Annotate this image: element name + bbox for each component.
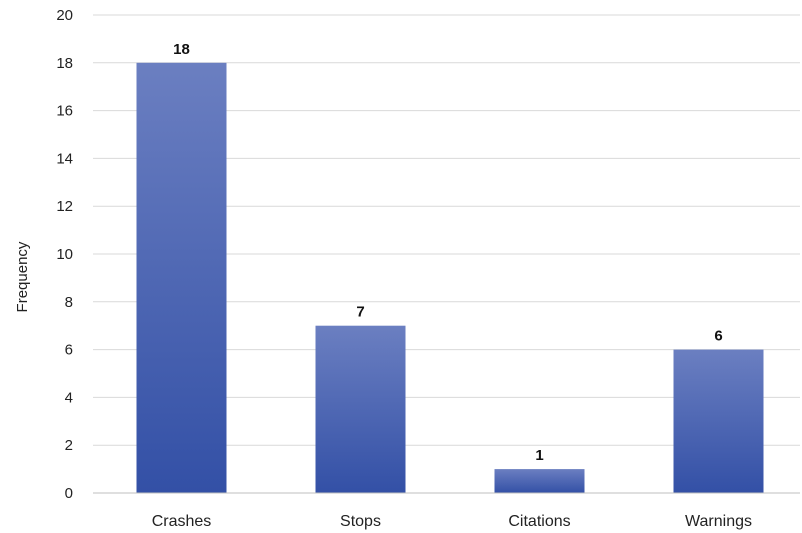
bar-stops (315, 325, 406, 493)
bar-warnings (673, 349, 764, 493)
y-tick-label: 6 (65, 342, 73, 359)
y-tick-label: 20 (56, 7, 73, 24)
bar-crashes (136, 62, 227, 494)
bar-citations (494, 469, 585, 493)
category-label-warnings: Warnings (685, 513, 752, 530)
category-label-crashes: Crashes (152, 513, 212, 530)
category-label-stops: Stops (340, 513, 381, 530)
y-tick-label: 8 (65, 294, 73, 311)
data-label-crashes: 18 (173, 41, 190, 58)
data-label-stops: 7 (356, 304, 364, 321)
y-tick-label: 18 (56, 55, 73, 72)
y-tick-label: 2 (65, 437, 73, 454)
y-axis-title: Frequency (14, 241, 31, 312)
category-label-citations: Citations (508, 513, 570, 530)
y-tick-label: 0 (65, 485, 73, 502)
y-tick-label: 4 (65, 389, 73, 406)
y-tick-label: 14 (56, 150, 73, 167)
data-labels: 18 7 1 6 (173, 41, 723, 464)
data-label-citations: 1 (535, 447, 543, 464)
y-tick-label: 12 (56, 198, 73, 215)
y-tick-label: 10 (56, 246, 73, 263)
data-label-warnings: 6 (714, 328, 722, 345)
y-axis-ticks: 0 2 4 6 8 10 12 14 16 18 20 (56, 7, 73, 502)
category-labels: Crashes Stops Citations Warnings (152, 513, 752, 530)
y-tick-label: 16 (56, 103, 73, 120)
bars (136, 62, 764, 494)
